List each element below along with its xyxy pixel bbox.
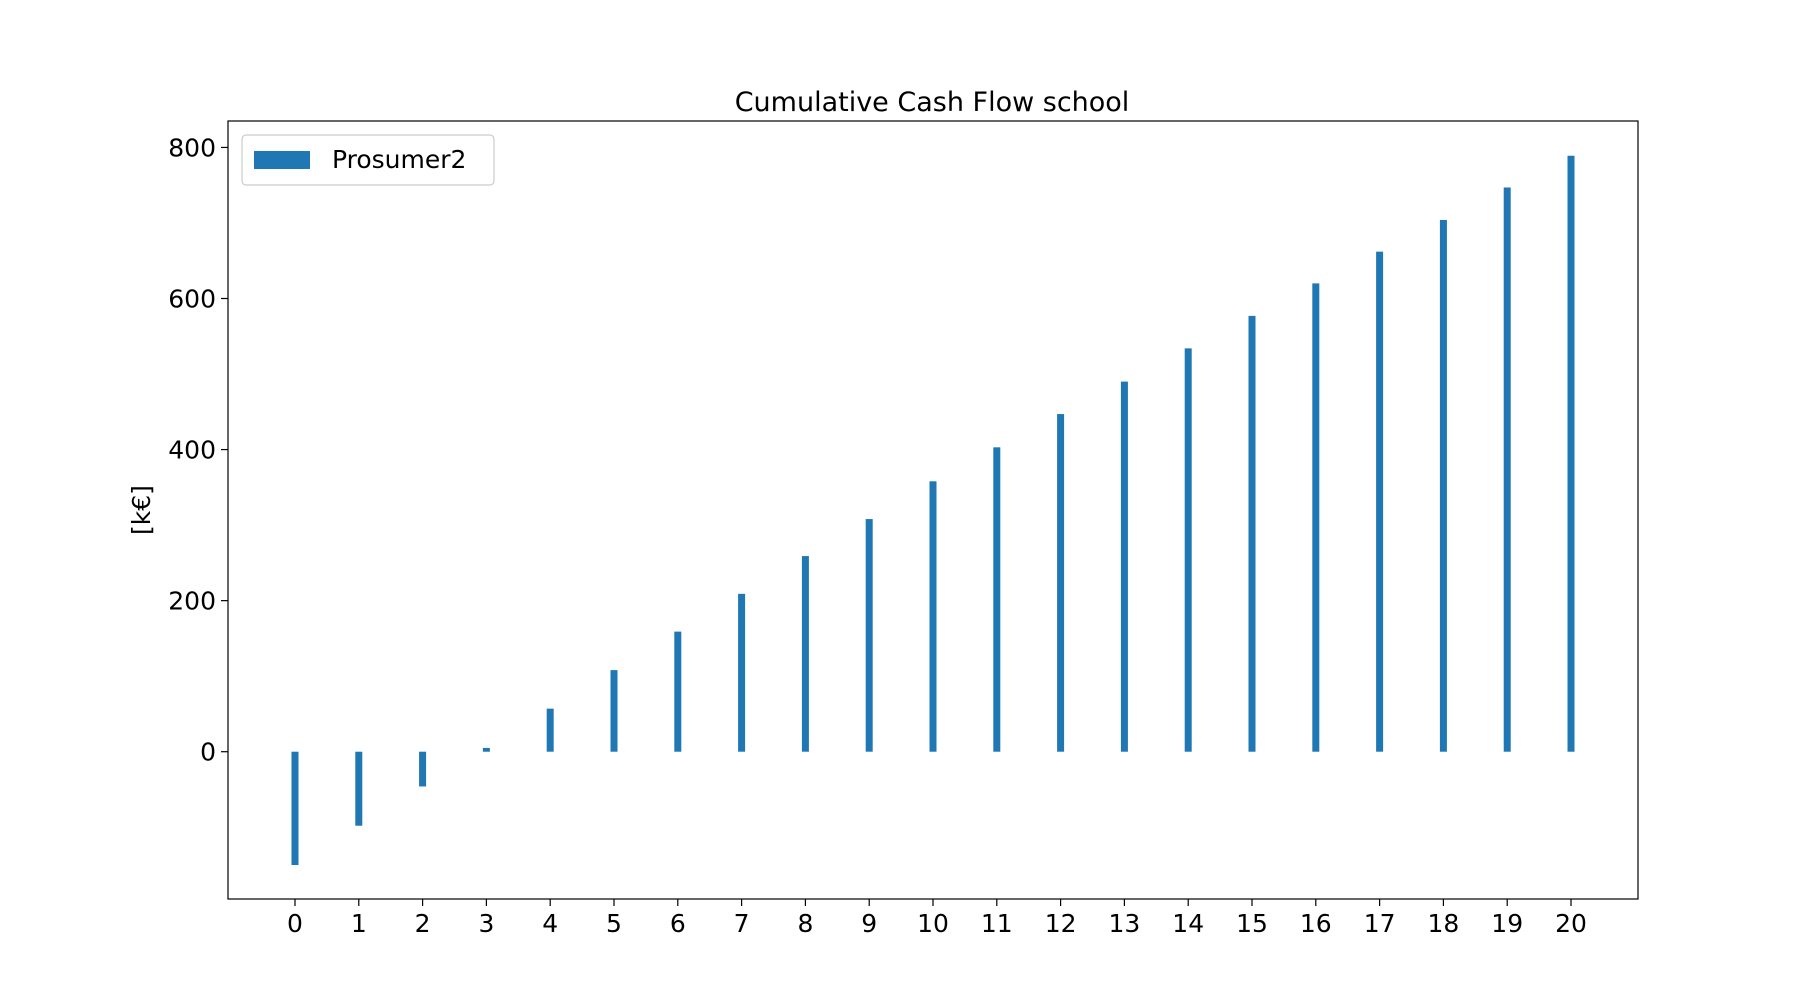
legend-box — [241, 134, 495, 186]
bar-10 — [929, 481, 937, 752]
x-tick-label: 3 — [478, 909, 494, 938]
x-tick-label: 8 — [797, 909, 813, 938]
x-tick-label: 11 — [981, 909, 1013, 938]
x-tick-label: 15 — [1236, 909, 1268, 938]
legend-swatch-prosumer2 — [254, 151, 310, 169]
bar-11 — [993, 447, 1001, 752]
x-tick-label: 14 — [1172, 909, 1204, 938]
bar-16 — [1312, 283, 1320, 752]
bar-7 — [738, 593, 746, 752]
x-tick-label: 18 — [1428, 909, 1460, 938]
x-tick-label: 19 — [1491, 909, 1523, 938]
legend: Prosumer2 — [241, 134, 495, 186]
x-tick-label: 17 — [1364, 909, 1396, 938]
x-tick-label: 9 — [861, 909, 877, 938]
x-tick-label: 10 — [917, 909, 949, 938]
x-tick-label: 20 — [1555, 909, 1587, 938]
bar-18 — [1439, 219, 1447, 752]
x-tick-label: 12 — [1045, 909, 1077, 938]
y-tick-label: 200 — [168, 587, 216, 616]
bar-8 — [801, 556, 809, 752]
bar-0 — [291, 751, 299, 866]
x-tick-label: 2 — [415, 909, 431, 938]
bar-12 — [1057, 414, 1065, 752]
x-tick-label: 13 — [1108, 909, 1140, 938]
bar-19 — [1503, 187, 1511, 752]
bar-20 — [1567, 155, 1575, 752]
x-tick-label: 4 — [542, 909, 558, 938]
chart-title: Cumulative Cash Flow school — [735, 87, 1130, 118]
x-tick-label: 7 — [734, 909, 750, 938]
bar-6 — [674, 631, 682, 752]
y-tick-label: 600 — [168, 285, 216, 314]
bar-15 — [1248, 315, 1256, 752]
x-tick-label: 1 — [351, 909, 367, 938]
x-tick-label: 0 — [287, 909, 303, 938]
y-axis-label: [k€] — [127, 485, 156, 535]
legend-label-prosumer2: Prosumer2 — [332, 145, 466, 174]
x-tick-label: 16 — [1300, 909, 1332, 938]
bar-14 — [1184, 348, 1192, 752]
bar-9 — [865, 519, 873, 752]
bar-2 — [419, 751, 427, 787]
y-tick-label: 800 — [168, 133, 216, 162]
bars — [291, 155, 1575, 866]
y-tick-label: 400 — [168, 436, 216, 465]
plot-frame — [227, 120, 1639, 900]
x-tick-label: 6 — [670, 909, 686, 938]
bar-17 — [1376, 251, 1384, 752]
bar-13 — [1120, 381, 1128, 752]
bar-1 — [355, 751, 363, 826]
x-axis: 0 1 2 3 4 5 6 7 8 9 10 11 12 13 14 15 16 17 18 19 20 — [287, 899, 1587, 938]
bar-3 — [482, 747, 490, 752]
bar-4 — [546, 708, 554, 752]
y-tick-label: 0 — [200, 738, 216, 767]
y-axis: 0 200 400 600 800 — [168, 133, 228, 767]
bar-5 — [610, 670, 618, 752]
x-tick-label: 5 — [606, 909, 622, 938]
